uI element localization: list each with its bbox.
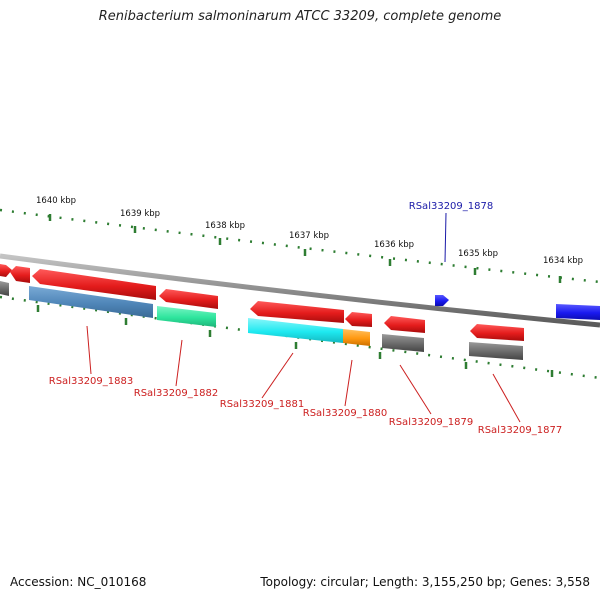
outer-major-ticks bbox=[48, 214, 562, 283]
map-title: Renibacterium salmoninarum ATCC 33209, c… bbox=[98, 9, 502, 24]
gene-label-1883[interactable]: RSal33209_1883 bbox=[49, 376, 133, 387]
cds-arrow[interactable] bbox=[250, 301, 344, 323]
genome-summary: Topology: circular; Length: 3,155,250 bp… bbox=[260, 575, 590, 589]
cds-arrow[interactable] bbox=[384, 316, 425, 333]
scale-label: 1637 kbp bbox=[289, 231, 329, 241]
cds-arrow[interactable] bbox=[470, 324, 524, 341]
genome-backbone bbox=[0, 253, 600, 328]
gene-block[interactable] bbox=[469, 342, 523, 360]
scale-labels: 1640 kbp 1639 kbp 1638 kbp 1637 kbp 1636… bbox=[36, 196, 583, 266]
inner-ruler-dots bbox=[0, 295, 600, 380]
gene-label-1878[interactable]: RSal33209_1878 bbox=[409, 201, 493, 212]
scale-label: 1640 kbp bbox=[36, 196, 76, 206]
leader-line bbox=[492, 373, 521, 423]
gene-block[interactable] bbox=[0, 281, 9, 296]
scale-label: 1635 kbp bbox=[458, 249, 498, 259]
leader-line bbox=[175, 339, 183, 387]
scale-label: 1636 kbp bbox=[374, 240, 414, 250]
cds-arrow[interactable] bbox=[10, 266, 30, 283]
top-strand-features bbox=[0, 264, 524, 341]
scale-label: 1639 kbp bbox=[120, 209, 160, 219]
label-leaders bbox=[86, 212, 521, 423]
cds-arrow[interactable] bbox=[345, 312, 372, 327]
gene-block[interactable] bbox=[157, 306, 216, 327]
leader-line bbox=[261, 352, 294, 399]
leader-line bbox=[399, 364, 432, 415]
leader-line bbox=[444, 212, 447, 263]
cds-arrow[interactable] bbox=[159, 289, 218, 309]
inner-major-ticks bbox=[36, 305, 554, 377]
cds-arrow[interactable] bbox=[0, 264, 12, 277]
gene-label-1881[interactable]: RSal33209_1881 bbox=[220, 399, 304, 410]
gene-block[interactable] bbox=[556, 304, 600, 320]
leader-line bbox=[344, 359, 353, 407]
gene-block[interactable] bbox=[343, 329, 370, 346]
gene-label-1880[interactable]: RSal33209_1880 bbox=[303, 408, 387, 419]
scale-label: 1638 kbp bbox=[205, 221, 245, 231]
gene-block[interactable] bbox=[248, 318, 343, 343]
gene-labels: RSal33209_1883 RSal33209_1882 RSal33209_… bbox=[49, 201, 562, 436]
gene-block[interactable] bbox=[29, 286, 153, 318]
gene-label-1882[interactable]: RSal33209_1882 bbox=[134, 388, 218, 399]
accession-label: Accession: NC_010168 bbox=[10, 575, 147, 589]
gene-label-1879[interactable]: RSal33209_1879 bbox=[389, 417, 473, 428]
scale-label: 1634 kbp bbox=[543, 256, 583, 266]
leader-line bbox=[86, 325, 92, 375]
rna-arrow[interactable] bbox=[435, 295, 449, 306]
bottom-strand-features bbox=[0, 281, 600, 360]
cds-arrow[interactable] bbox=[32, 269, 156, 300]
outer-ruler-dots bbox=[0, 208, 600, 284]
gene-label-1877[interactable]: RSal33209_1877 bbox=[478, 425, 562, 436]
gene-block[interactable] bbox=[382, 334, 424, 352]
